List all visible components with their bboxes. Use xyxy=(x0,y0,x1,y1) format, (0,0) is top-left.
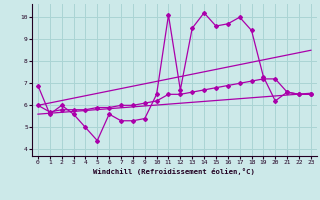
X-axis label: Windchill (Refroidissement éolien,°C): Windchill (Refroidissement éolien,°C) xyxy=(93,168,255,175)
